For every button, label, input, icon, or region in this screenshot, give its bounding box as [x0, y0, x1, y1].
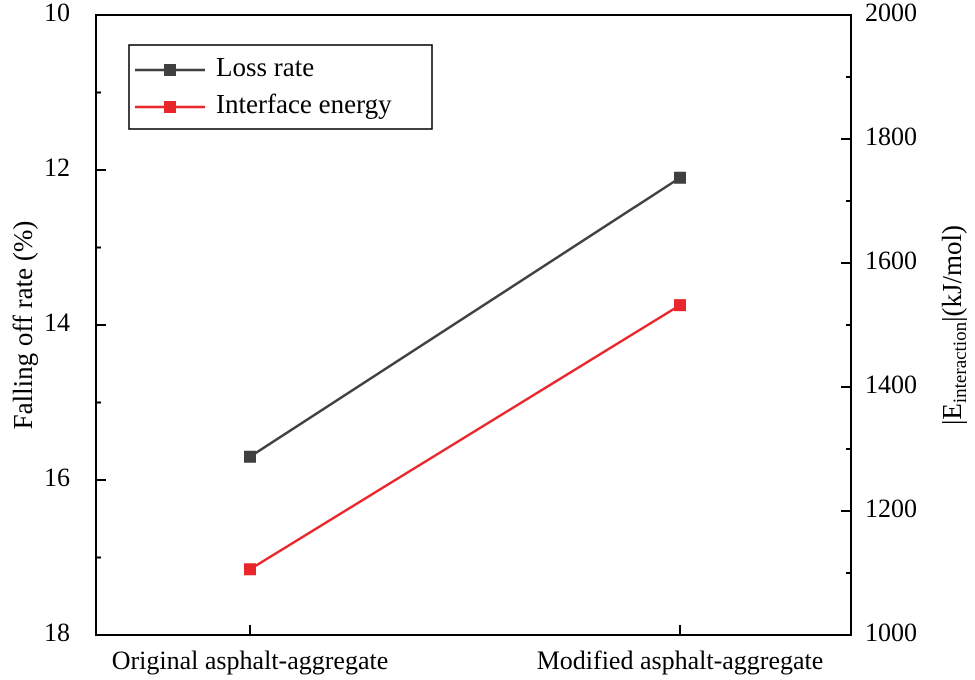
right-axis-label: |Einteraction|(kJ/mol) — [937, 225, 971, 425]
svg-text:|Einteraction|(kJ/mol): |Einteraction|(kJ/mol) — [937, 225, 971, 425]
data-point — [244, 563, 256, 576]
x-category-label: Original asphalt-aggregate — [112, 646, 389, 675]
left-tick-label: 12 — [44, 153, 70, 182]
right-tick-label: 1400 — [865, 370, 917, 399]
right-tick-label: 1200 — [865, 494, 917, 523]
right-tick-label: 1800 — [865, 122, 917, 151]
legend: Loss rate Interface energy — [128, 44, 433, 130]
legend-label-loss-rate: Loss rate — [216, 52, 314, 82]
right-tick-label: 2000 — [865, 0, 917, 27]
legend-label-interface-energy: Interface energy — [216, 89, 392, 119]
right-tick-label: 1600 — [865, 246, 917, 275]
data-point — [674, 171, 686, 184]
x-category-label: Modified asphalt-aggregate — [537, 646, 824, 675]
legend-marker-interface-energy — [164, 101, 176, 113]
right-tick-label: 1000 — [865, 618, 917, 647]
data-point — [244, 450, 256, 463]
right-axis: 1000 1200 1400 1600 1800 2000 — [841, 0, 917, 647]
right-axis-label-main: |E — [937, 403, 967, 425]
left-axis: 10 12 14 16 18 — [44, 0, 106, 647]
left-tick-label: 18 — [44, 618, 70, 647]
left-axis-label: Falling off rate (%) — [8, 221, 38, 430]
left-tick-label: 10 — [44, 0, 70, 27]
right-axis-label-tail: |(kJ/mol) — [937, 225, 967, 322]
legend-marker-loss-rate — [164, 64, 176, 76]
x-axis: Original asphalt-aggregate Modified aspha… — [112, 625, 824, 675]
right-axis-label-sub: interaction — [950, 321, 971, 403]
series-line-0 — [249, 176, 681, 458]
data-point — [674, 299, 686, 312]
series-layer — [244, 171, 686, 576]
series-line-1 — [249, 304, 681, 571]
left-tick-label: 14 — [44, 308, 70, 337]
legend-box — [128, 44, 433, 130]
left-tick-label: 16 — [44, 463, 70, 492]
